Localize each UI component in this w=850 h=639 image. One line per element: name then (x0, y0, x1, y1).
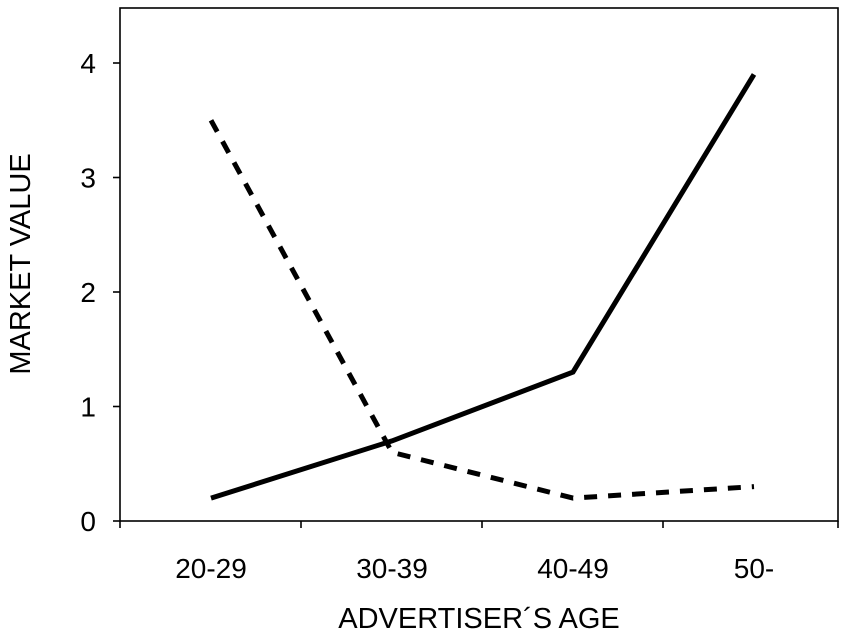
plot-area (119, 7, 839, 522)
series-line-solid (210, 73, 757, 501)
y-tick-label: 3 (80, 163, 96, 194)
x-tick-label: 20-29 (175, 553, 247, 584)
y-tick-label: 1 (80, 392, 96, 423)
x-tick-label: 50- (734, 553, 774, 584)
y-tick-labels: 0 1 2 3 4 (80, 48, 96, 537)
x-tick-labels: 20-29 30-39 40-49 50- (175, 553, 774, 584)
x-tick-label: 40-49 (537, 553, 609, 584)
x-tick-label: 30-39 (356, 553, 428, 584)
y-axis-ticks (113, 62, 120, 522)
series-line-dashed (208, 119, 755, 501)
series-layer (208, 73, 757, 501)
y-tick-label: 2 (80, 277, 96, 308)
y-tick-label: 4 (80, 48, 96, 79)
x-axis-title: ADVERTISER´S AGE (338, 603, 620, 635)
y-axis-title: MARKET VALUE (5, 153, 37, 374)
x-axis-ticks (119, 521, 839, 528)
y-tick-label: 0 (80, 506, 96, 537)
